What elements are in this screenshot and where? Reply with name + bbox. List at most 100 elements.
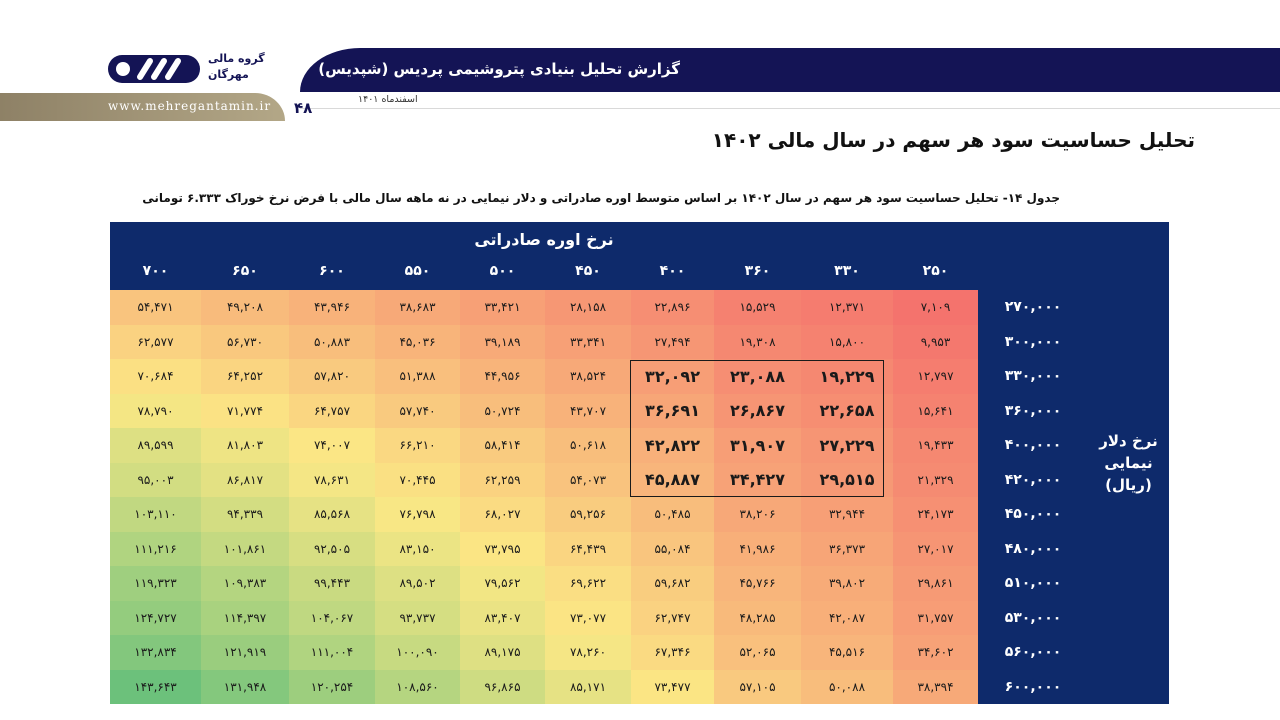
row-header: ۵۳۰,۰۰۰ [1004, 609, 1062, 626]
row-header: ۳۳۰,۰۰۰ [1004, 368, 1062, 385]
row-header: ۲۷۰,۰۰۰ [1004, 299, 1062, 316]
table-cell: ۳۸,۶۸۳ [375, 290, 460, 325]
table-cell: ۷۰,۴۴۵ [375, 462, 460, 497]
table-cell: ۵۷,۱۰۵ [714, 669, 801, 704]
table-cell: ۷۶,۷۹۸ [375, 497, 460, 532]
table-cell: ۹۳,۷۳۷ [375, 600, 460, 635]
column-header: ۶۰۰ [319, 263, 345, 279]
table-cell: ۸۱,۸۰۳ [201, 428, 289, 463]
table-cell: ۱۳۱,۹۴۸ [201, 669, 289, 704]
table-cell: ۱۲,۷۹۷ [893, 359, 978, 394]
column-header: ۵۰۰ [489, 263, 516, 279]
table-cell: ۵۱,۳۸۸ [375, 359, 460, 394]
table-cell: ۵۰,۰۸۸ [801, 669, 893, 704]
table-cell: ۴۲,۸۲۲ [631, 428, 714, 463]
table-cell: ۷۴,۰۰۷ [289, 428, 375, 463]
table-cell: ۱۰۴,۰۶۷ [289, 600, 375, 635]
row-header: ۴۸۰,۰۰۰ [1004, 540, 1062, 557]
column-header: ۲۵۰ [922, 263, 949, 279]
table-cell: ۱۱۱,۰۰۴ [289, 635, 375, 670]
row-header: ۳۶۰,۰۰۰ [1004, 402, 1062, 419]
table-cell: ۳۴,۴۲۷ [714, 462, 801, 497]
table-cell: ۱۵,۵۲۹ [714, 290, 801, 325]
table-cell: ۱۱۹,۳۲۳ [110, 566, 201, 601]
report-title: گزارش تحلیل بنیادی پتروشیمی پردیس (شپدیس… [318, 60, 680, 78]
table-cell: ۷۸,۷۹۰ [110, 393, 201, 428]
table-cell: ۶۸,۰۲۷ [460, 497, 545, 532]
table-cell: ۱۲۴,۷۲۷ [110, 600, 201, 635]
header-band [300, 48, 1280, 92]
table-cell: ۶۷,۳۴۶ [631, 635, 714, 670]
table-cell: ۴۹,۲۰۸ [201, 290, 289, 325]
table-cell: ۱۰۰,۰۹۰ [375, 635, 460, 670]
logo-text-line2: مهرگان [208, 68, 249, 81]
row-header: ۴۰۰,۰۰۰ [1004, 437, 1062, 454]
table-cell: ۵۰,۴۸۵ [631, 497, 714, 532]
table-cell: ۳۴,۶۰۲ [893, 635, 978, 670]
table-cell: ۵۰,۸۸۳ [289, 324, 375, 359]
column-header: ۶۵۰ [232, 263, 258, 279]
table-cell: ۲۲,۸۹۶ [631, 290, 714, 325]
table-cell: ۲۴,۱۷۳ [893, 497, 978, 532]
table-cell: ۴۵,۷۶۶ [714, 566, 801, 601]
table-caption: جدول ۱۴- تحلیل حساسیت سود هر سهم در سال … [142, 191, 1060, 205]
table-cell: ۳۶,۶۹۱ [631, 393, 714, 428]
table-cell: ۵۸,۴۱۴ [460, 428, 545, 463]
row-header: ۵۶۰,۰۰۰ [1004, 644, 1062, 661]
table-cell: ۷,۱۰۹ [893, 290, 978, 325]
table-cell: ۲۷,۴۹۴ [631, 324, 714, 359]
table-cell: ۱۲۰,۲۵۴ [289, 669, 375, 704]
table-cell: ۵۰,۷۲۴ [460, 393, 545, 428]
table-cell: ۳۲,۹۴۴ [801, 497, 893, 532]
website-link[interactable]: www.mehregantamin.ir [108, 99, 272, 113]
table-cell: ۴۲,۰۸۷ [801, 600, 893, 635]
table-cell: ۶۴,۷۵۷ [289, 393, 375, 428]
table-cell: ۷۳,۰۷۷ [545, 600, 631, 635]
table-cell: ۲۹,۵۱۵ [801, 462, 893, 497]
table-cell: ۶۴,۲۵۲ [201, 359, 289, 394]
row-header: ۳۰۰,۰۰۰ [1004, 333, 1062, 350]
table-cell: ۸۳,۱۵۰ [375, 531, 460, 566]
table-cell: ۱۹,۴۳۳ [893, 428, 978, 463]
row-header: ۶۰۰,۰۰۰ [1004, 678, 1062, 695]
table-cell: ۴۵,۵۱۶ [801, 635, 893, 670]
logo-text-line1: گروه مالی [208, 52, 265, 65]
url-band [0, 93, 285, 121]
table-cell: ۷۸,۲۶۰ [545, 635, 631, 670]
column-header: ۴۵۰ [575, 263, 601, 279]
table-cell: ۸۵,۱۷۱ [545, 669, 631, 704]
page-number: ۴۸ [294, 99, 313, 117]
table-cell: ۱۳۲,۸۳۴ [110, 635, 201, 670]
table-cell: ۱۰۳,۱۱۰ [110, 497, 201, 532]
column-header: ۷۰۰ [142, 263, 169, 279]
table-cell: ۱۲۱,۹۱۹ [201, 635, 289, 670]
table-cell: ۵۹,۶۸۲ [631, 566, 714, 601]
table-cell: ۶۲,۵۷۷ [110, 324, 201, 359]
table-cell: ۴۵,۰۳۶ [375, 324, 460, 359]
table-cell: ۱۱۱,۲۱۶ [110, 531, 201, 566]
table-cell: ۱۹,۳۰۸ [714, 324, 801, 359]
table-cell: ۳۸,۵۲۴ [545, 359, 631, 394]
column-group-title: نرخ اوره صادراتی [474, 230, 614, 249]
table-cell: ۲۷,۲۲۹ [801, 428, 893, 463]
table-cell: ۲۶,۸۶۷ [714, 393, 801, 428]
table-cell: ۳۲,۰۹۲ [631, 359, 714, 394]
row-group-title-line1: نرخ دلار [1099, 432, 1158, 450]
table-cell: ۲۷,۰۱۷ [893, 531, 978, 566]
table-cell: ۴۸,۲۸۵ [714, 600, 801, 635]
table-cell: ۱۵,۶۴۱ [893, 393, 978, 428]
row-group-title-line2: نیمایی [1104, 454, 1153, 472]
table-cell: ۶۶,۲۱۰ [375, 428, 460, 463]
table-cell: ۶۲,۲۵۹ [460, 462, 545, 497]
table-cell: ۱۱۴,۳۹۷ [201, 600, 289, 635]
table-cell: ۶۹,۶۲۲ [545, 566, 631, 601]
row-header: ۴۲۰,۰۰۰ [1004, 471, 1062, 488]
table-cell: ۷۰,۶۸۴ [110, 359, 201, 394]
table-cell: ۵۷,۸۲۰ [289, 359, 375, 394]
table-cell: ۳۸,۳۹۴ [893, 669, 978, 704]
table-cell: ۵۶,۷۳۰ [201, 324, 289, 359]
table-cell: ۹۹,۴۴۳ [289, 566, 375, 601]
row-group-title-line3: (ریال) [1105, 476, 1152, 494]
table-cell: ۶۲,۷۴۷ [631, 600, 714, 635]
table-cell: ۵۰,۶۱۸ [545, 428, 631, 463]
